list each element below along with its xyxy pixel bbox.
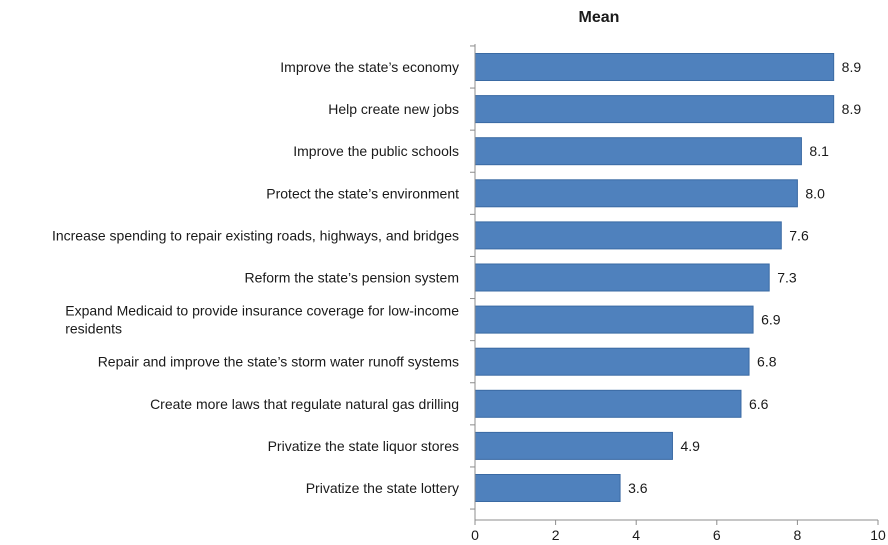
- x-tick-label: 2: [552, 527, 560, 543]
- category-label: Help create new jobs: [328, 101, 459, 117]
- value-label: 6.8: [757, 354, 777, 370]
- value-label: 3.6: [628, 480, 648, 496]
- x-tick-label: 4: [632, 527, 640, 543]
- bar: [474, 263, 770, 292]
- bar: [474, 389, 742, 418]
- bar: [474, 347, 750, 376]
- category-label: Privatize the state liquor stores: [268, 438, 459, 454]
- x-tick-label: 6: [713, 527, 721, 543]
- chart-title: Mean: [579, 9, 620, 26]
- value-label: 8.0: [805, 185, 825, 201]
- x-tick-label: 10: [870, 527, 886, 543]
- value-label: 6.9: [761, 312, 781, 328]
- x-axis: 0 2 4 6 8 10: [470, 44, 886, 543]
- category-label: Create more laws that regulate natural g…: [150, 396, 459, 412]
- value-labels-group: 8.9 8.9 8.1 8.0 7.6 7.3 6.9 6.8 6.6 4.9 3.6: [628, 59, 861, 496]
- category-label: Expand Medicaid to provide insurance cov…: [65, 303, 459, 337]
- bar: [474, 95, 835, 124]
- bars-group: [474, 53, 835, 502]
- category-label: Increase spending to repair existing roa…: [52, 227, 459, 243]
- value-label: 8.1: [809, 143, 829, 159]
- category-label: Improve the state’s economy: [280, 59, 459, 75]
- value-label: 8.9: [842, 101, 862, 117]
- bar: [474, 431, 673, 460]
- bar: [474, 137, 802, 166]
- bar: [474, 474, 621, 502]
- x-tick-label: 0: [471, 527, 479, 543]
- x-tick-label: 8: [794, 527, 802, 543]
- value-label: 8.9: [842, 59, 862, 75]
- category-label: Privatize the state lottery: [306, 480, 459, 496]
- value-label: 7.6: [789, 227, 809, 243]
- category-label: Protect the state’s environment: [266, 185, 459, 201]
- bar: [474, 305, 754, 334]
- bar: [474, 221, 782, 250]
- category-label: Repair and improve the state’s storm wat…: [98, 354, 459, 370]
- value-label: 4.9: [680, 438, 700, 454]
- category-label: Improve the public schools: [293, 143, 459, 159]
- category-label: Reform the state’s pension system: [244, 270, 459, 286]
- bar: [474, 53, 835, 81]
- category-labels-group: Improve the state’s economy Help create n…: [52, 59, 459, 496]
- value-label: 7.3: [777, 270, 797, 286]
- value-label: 6.6: [749, 396, 769, 412]
- bar: [474, 179, 798, 208]
